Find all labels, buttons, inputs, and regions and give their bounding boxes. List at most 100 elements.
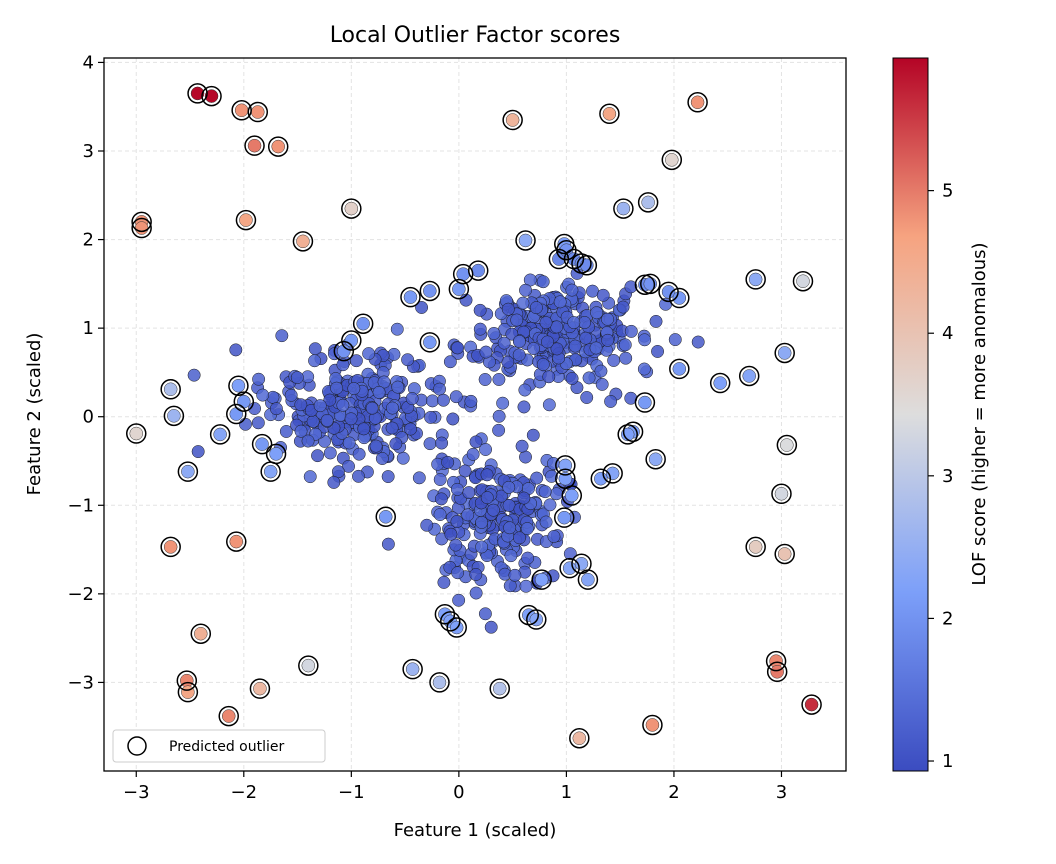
cluster-point bbox=[450, 515, 464, 528]
outlier-ring bbox=[766, 661, 788, 683]
cluster-point bbox=[479, 345, 493, 359]
cluster-point bbox=[239, 417, 252, 431]
cluster-point bbox=[508, 568, 522, 582]
cluster-point bbox=[424, 410, 438, 424]
cluster-point bbox=[452, 593, 466, 607]
cluster-point bbox=[357, 422, 371, 436]
outlier-point bbox=[690, 95, 705, 110]
cluster-point bbox=[423, 437, 437, 451]
outlier-point bbox=[774, 487, 789, 501]
outlier-point bbox=[777, 346, 792, 360]
legend-box bbox=[112, 729, 326, 763]
cluster-point bbox=[275, 329, 289, 343]
cluster-point bbox=[412, 471, 426, 485]
colorbar-ticks: 1 2 3 4 5 bbox=[928, 181, 953, 772]
outlier-point bbox=[620, 427, 635, 442]
outlier-ring bbox=[400, 286, 421, 308]
cluster-point bbox=[547, 530, 561, 543]
outlier-ring bbox=[602, 463, 623, 484]
colorbar-tick-label: 5 bbox=[942, 181, 953, 202]
outlier-ring bbox=[489, 678, 510, 699]
outlier-ring bbox=[341, 198, 362, 219]
cluster-point bbox=[542, 398, 556, 412]
x-tick-label: −2 bbox=[231, 782, 258, 803]
outlier-ring bbox=[267, 136, 289, 157]
outlier-ring bbox=[176, 670, 198, 691]
cluster-point bbox=[595, 377, 609, 391]
cluster-point bbox=[649, 314, 663, 328]
x-tick-label: 2 bbox=[668, 782, 679, 803]
cluster-point bbox=[478, 607, 492, 621]
cluster-point bbox=[624, 324, 638, 338]
outlier-point bbox=[665, 153, 679, 167]
outlier-point bbox=[638, 395, 652, 410]
cluster-point bbox=[294, 398, 308, 412]
outlier-point bbox=[777, 547, 792, 561]
outlier-point bbox=[534, 572, 549, 587]
outlier-ring bbox=[709, 372, 731, 394]
cluster-point bbox=[517, 491, 531, 505]
cluster-point bbox=[496, 396, 510, 410]
colorbar-tick-label: 2 bbox=[942, 608, 953, 629]
cluster-point bbox=[290, 371, 304, 385]
grid-lines bbox=[104, 58, 846, 771]
outlier-ring bbox=[658, 281, 679, 303]
cluster-point bbox=[444, 527, 458, 541]
cluster-point bbox=[284, 388, 298, 402]
cluster-point bbox=[492, 373, 506, 386]
outlier-ring bbox=[801, 694, 822, 715]
outlier-ring bbox=[233, 391, 255, 412]
cluster-point bbox=[651, 344, 665, 358]
cluster-point bbox=[451, 566, 465, 580]
cluster-point bbox=[601, 312, 614, 326]
outlier-ring bbox=[160, 536, 181, 558]
outlier-point bbox=[403, 290, 418, 304]
outlier-ring bbox=[187, 83, 208, 104]
outlier-ring bbox=[226, 531, 247, 552]
outlier-rings bbox=[126, 83, 822, 749]
cluster-point bbox=[449, 538, 463, 552]
outlier-point bbox=[251, 105, 265, 119]
cluster-point bbox=[352, 447, 366, 461]
cluster-point bbox=[311, 449, 324, 463]
cluster-point bbox=[518, 383, 532, 397]
cluster-point bbox=[478, 373, 492, 386]
y-tick-label: 0 bbox=[83, 407, 94, 428]
outlier-ring bbox=[177, 681, 199, 703]
cluster-point bbox=[638, 333, 652, 347]
outlier-ring bbox=[590, 468, 612, 489]
outlier-ring bbox=[774, 543, 795, 565]
x-tick-label: 3 bbox=[776, 782, 787, 803]
outlier-ring bbox=[661, 149, 683, 171]
cluster-point bbox=[579, 331, 593, 345]
outlier-ring bbox=[260, 461, 281, 482]
outlier-ring bbox=[160, 379, 181, 400]
outlier-ring bbox=[642, 714, 663, 736]
cluster-point bbox=[458, 464, 472, 478]
cluster-point bbox=[256, 388, 270, 402]
cluster-point bbox=[475, 540, 489, 554]
y-tick-label: 3 bbox=[83, 141, 94, 162]
cluster-point bbox=[515, 439, 529, 453]
outlier-point bbox=[163, 540, 178, 554]
cluster-point bbox=[389, 437, 403, 451]
x-axis-ticks: −3 −2 −1 0 1 2 3 bbox=[123, 771, 787, 803]
outlier-point bbox=[471, 263, 485, 278]
cluster-point bbox=[381, 470, 395, 484]
cluster-point bbox=[563, 547, 577, 561]
cluster-point bbox=[582, 371, 596, 385]
outlier-point bbox=[572, 731, 587, 745]
cluster-point bbox=[526, 428, 540, 442]
outlier-ring bbox=[226, 403, 247, 425]
cluster-point bbox=[487, 327, 501, 340]
outlier-ring bbox=[429, 672, 450, 693]
cluster-point bbox=[323, 446, 337, 460]
cluster-point bbox=[443, 355, 457, 369]
x-tick-label: 0 bbox=[453, 782, 464, 803]
outlier-ring bbox=[231, 100, 252, 121]
outlier-ring bbox=[569, 727, 590, 749]
cluster-point bbox=[396, 451, 410, 465]
outlier-ring bbox=[440, 611, 461, 632]
cluster-point bbox=[469, 568, 483, 581]
cluster-point bbox=[553, 295, 567, 309]
